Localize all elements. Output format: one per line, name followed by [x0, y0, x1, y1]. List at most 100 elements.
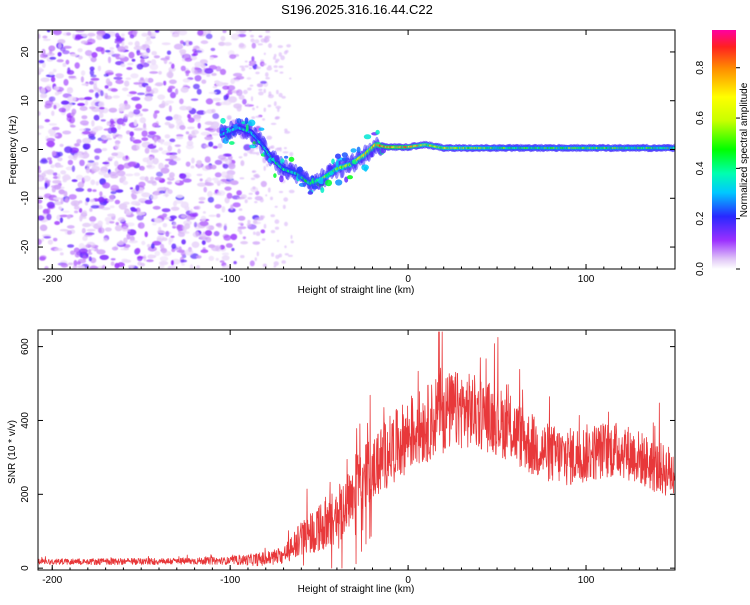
noise-blob	[55, 73, 65, 79]
noise-blob	[189, 212, 198, 218]
noise-blob	[62, 130, 72, 135]
noise-blob	[137, 222, 145, 229]
noise-blob	[87, 160, 95, 163]
noise-blob	[168, 105, 172, 113]
noise-blob	[224, 174, 234, 180]
y-tick-label: 0	[20, 146, 31, 152]
noise-blob	[38, 175, 44, 182]
noise-blob	[81, 83, 89, 86]
noise-blob	[116, 118, 125, 125]
noise-blob	[256, 105, 259, 109]
noise-blob	[68, 194, 77, 200]
x-tick-label: -100	[220, 575, 240, 586]
noise-blob	[194, 69, 203, 75]
noise-blob	[88, 80, 94, 85]
noise-blob	[239, 177, 245, 180]
noise-blob	[238, 156, 243, 159]
noise-blob	[200, 249, 209, 254]
noise-blob	[48, 96, 56, 102]
noise-blob	[82, 235, 88, 241]
noise-blob	[239, 30, 247, 34]
noise-blob	[249, 84, 254, 87]
noise-blob	[147, 180, 157, 184]
noise-blob	[197, 182, 207, 187]
noise-blob	[246, 77, 252, 80]
noise-blob	[78, 55, 83, 60]
noise-blob	[277, 45, 283, 49]
noise-blob	[79, 120, 89, 126]
noise-blob	[169, 138, 176, 143]
noise-blob	[118, 108, 124, 113]
noise-blob	[158, 71, 162, 75]
noise-blob	[66, 32, 71, 36]
noise-blob	[263, 165, 266, 171]
noise-blob	[179, 173, 187, 180]
noise-blob	[265, 194, 268, 197]
noise-blob	[86, 143, 91, 149]
noise-blob	[164, 121, 171, 126]
noise-blob	[78, 243, 85, 250]
noise-blob	[39, 256, 46, 261]
noise-blob	[230, 233, 238, 241]
noise-blob	[89, 265, 99, 269]
noise-blob	[231, 247, 235, 252]
noise-blob	[129, 34, 135, 39]
noise-blob	[54, 91, 60, 96]
noise-blob	[60, 197, 64, 205]
noise-blob	[289, 152, 294, 157]
noise-blob	[182, 178, 192, 183]
noise-blob	[184, 57, 193, 62]
noise-blob	[42, 35, 48, 39]
noise-blob	[109, 156, 115, 159]
noise-blob	[53, 104, 57, 110]
noise-blob	[276, 89, 279, 95]
noise-blob	[72, 265, 78, 269]
noise-blob	[274, 205, 278, 208]
noise-blob	[93, 114, 100, 121]
track-blob	[244, 117, 249, 124]
noise-blob	[281, 95, 286, 99]
noise-blob	[44, 119, 50, 123]
noise-blob	[208, 214, 217, 217]
noise-blob	[259, 215, 265, 219]
noise-blob	[114, 160, 119, 167]
noise-blob	[171, 260, 174, 266]
noise-blob	[103, 173, 111, 178]
noise-blob	[77, 97, 86, 101]
noise-blob	[266, 66, 273, 71]
noise-blob	[46, 169, 55, 175]
noise-blob	[87, 252, 93, 255]
noise-blob	[62, 62, 67, 67]
noise-blob	[48, 45, 56, 52]
noise-blob	[282, 151, 289, 154]
noise-blob	[176, 136, 184, 140]
noise-blob	[75, 187, 85, 192]
noise-blob	[74, 210, 79, 214]
noise-blob	[223, 42, 232, 46]
noise-blob	[212, 97, 221, 102]
noise-blob	[259, 197, 264, 203]
noise-blob	[66, 225, 75, 229]
noise-blob	[180, 86, 189, 93]
noise-blob	[144, 147, 150, 154]
noise-blob	[250, 177, 256, 181]
noise-blob	[243, 89, 248, 95]
noise-blob	[76, 139, 82, 144]
noise-blob	[133, 119, 138, 127]
noise-blob	[75, 174, 84, 181]
colorbar-label: Normalized spectral amplitude	[739, 82, 750, 217]
noise-blob	[254, 201, 258, 204]
noise-blob	[77, 265, 85, 268]
noise-blob	[270, 196, 273, 201]
y-tick-label: 20	[20, 46, 31, 58]
noise-blob	[81, 216, 87, 219]
noise-blob	[273, 261, 279, 266]
noise-blob	[254, 39, 260, 44]
noise-blob	[46, 137, 56, 143]
noise-blob	[168, 61, 173, 65]
noise-blob	[53, 197, 62, 200]
noise-blob	[108, 171, 118, 176]
noise-blob	[176, 134, 184, 138]
noise-blob	[44, 193, 52, 199]
noise-blob	[238, 91, 243, 95]
